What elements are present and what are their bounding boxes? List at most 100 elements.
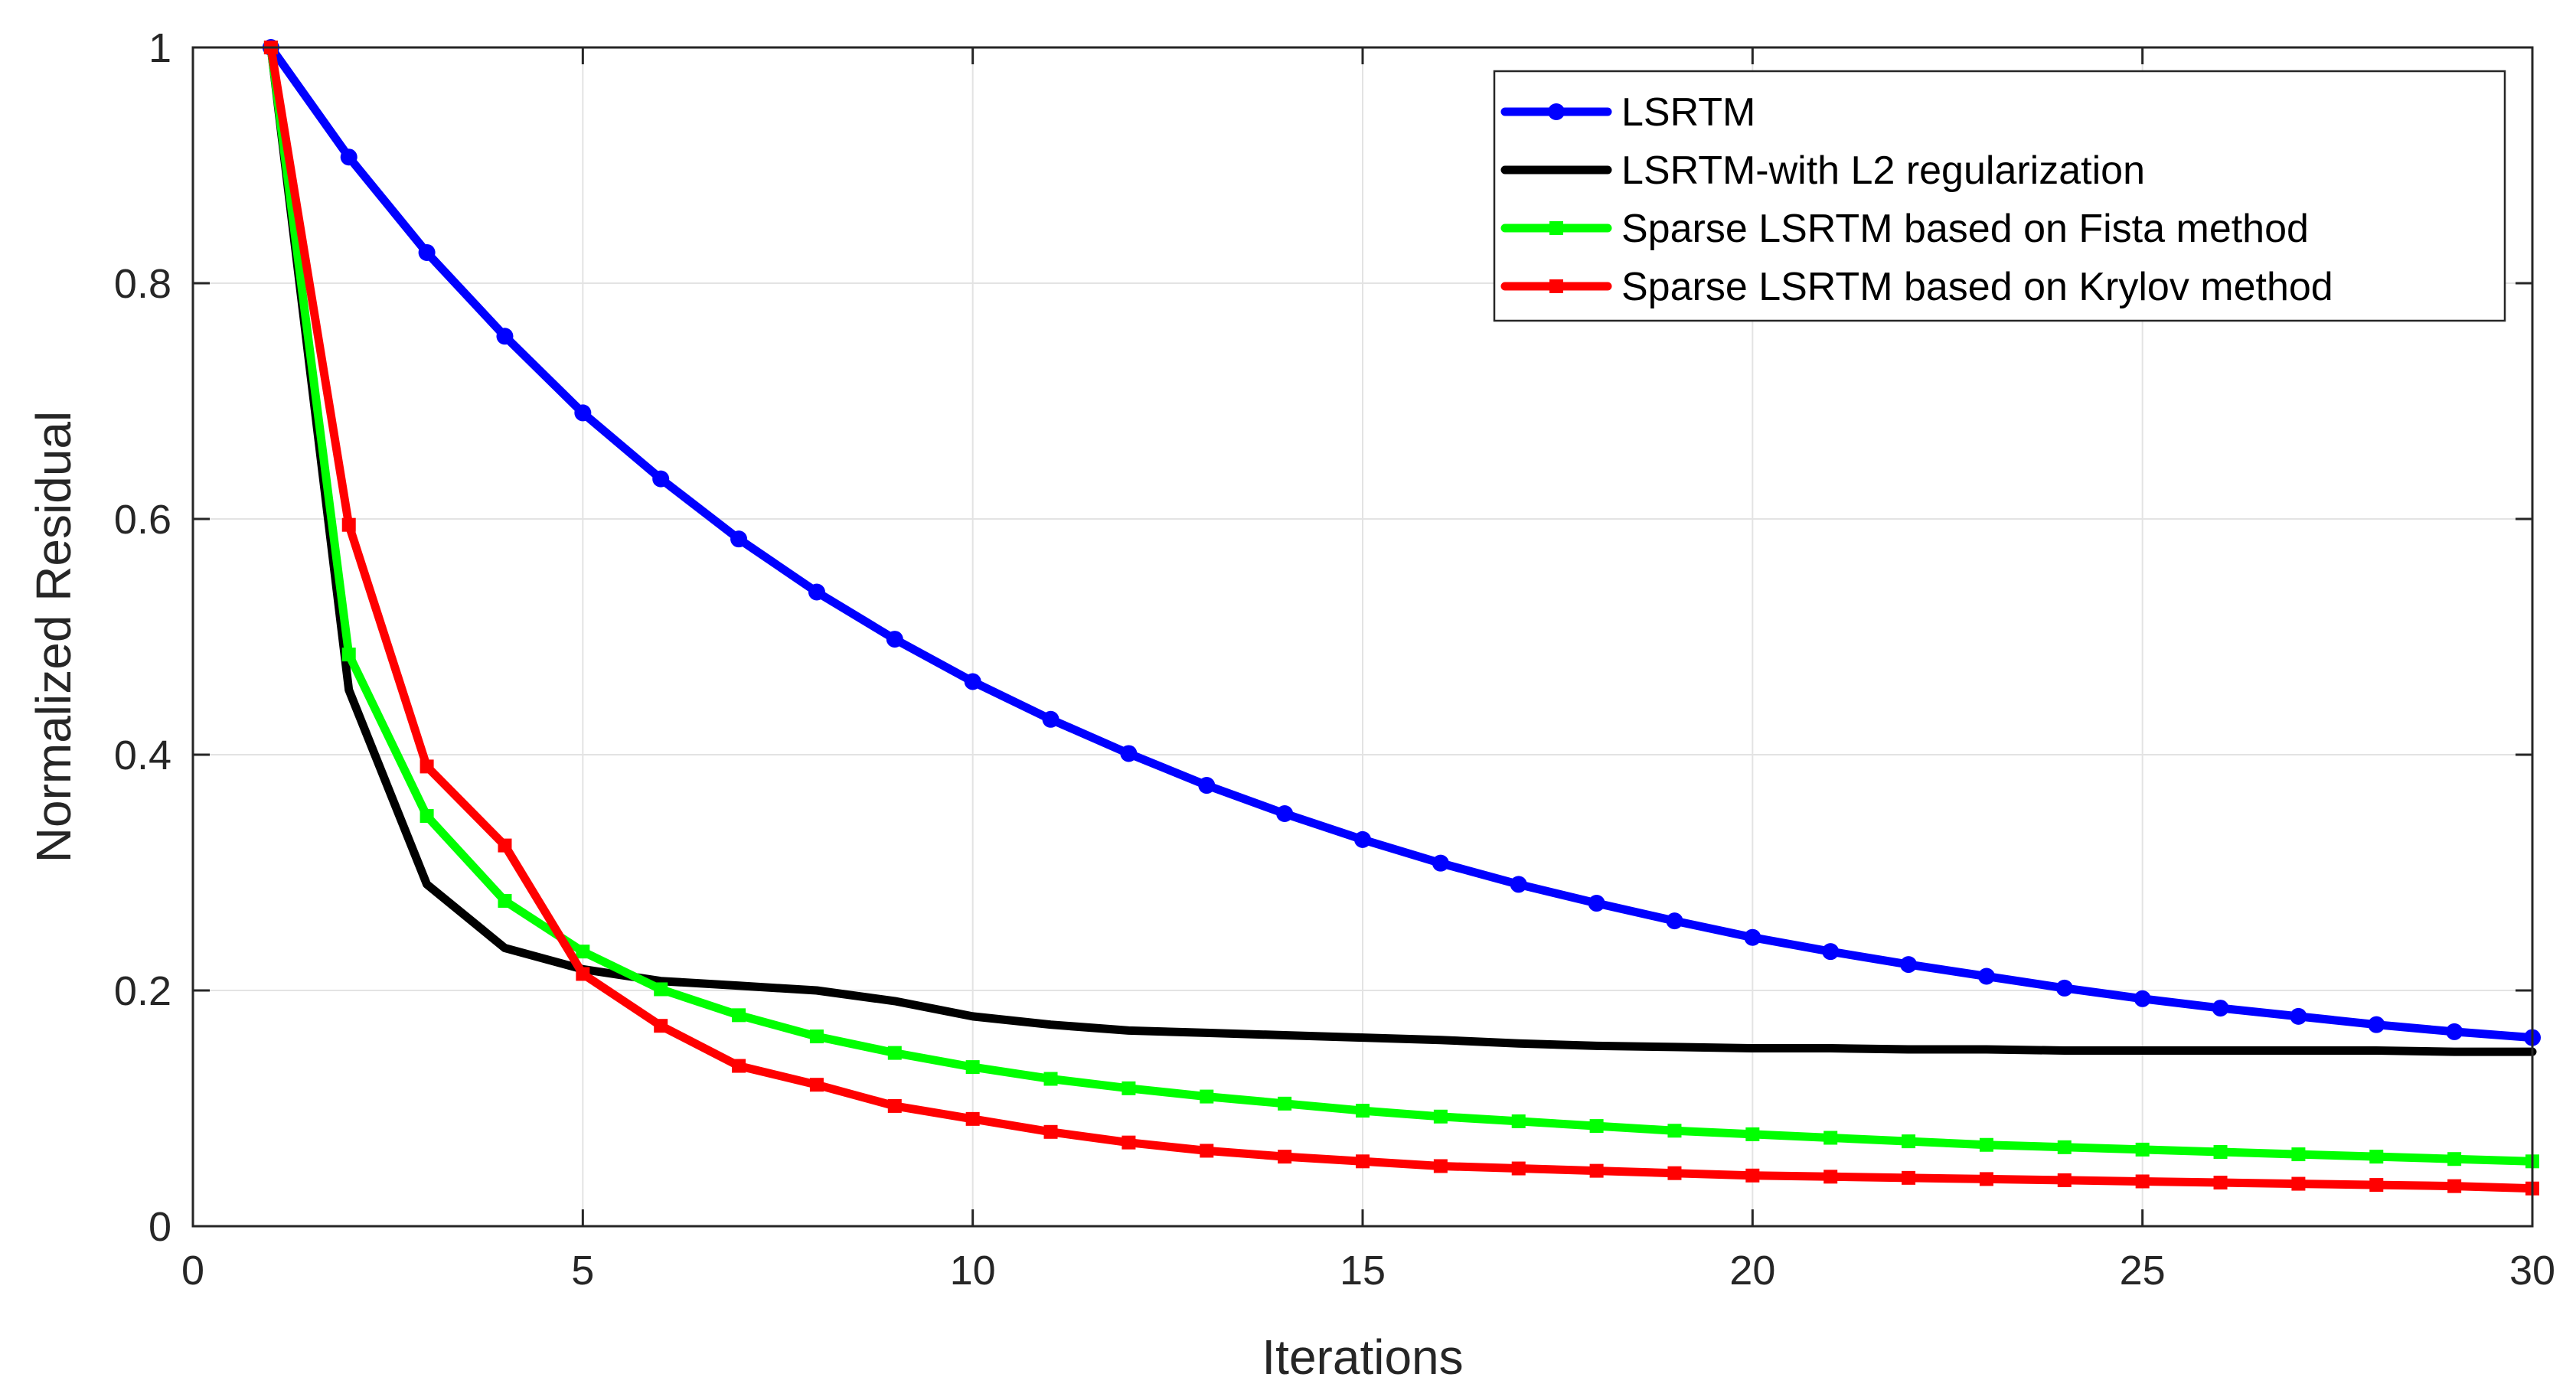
data-point	[1120, 745, 1138, 762]
data-point	[2055, 979, 2073, 997]
data-point	[2447, 1152, 2462, 1166]
data-point	[1511, 1161, 1526, 1176]
legend-marker	[1549, 279, 1563, 293]
x-tick-label: 25	[2120, 1248, 2166, 1294]
data-point	[809, 1078, 824, 1092]
data-point	[1356, 1154, 1370, 1169]
data-point	[498, 893, 512, 908]
data-point	[1356, 1104, 1370, 1118]
data-point	[1043, 1072, 1058, 1086]
y-tick-label: 0	[149, 1204, 171, 1250]
data-point	[887, 1046, 902, 1060]
data-point	[2213, 1176, 2228, 1190]
legend-label: LSRTM-with L2 regularization	[1621, 148, 2145, 193]
tick-labels: 0 5 10 15 20 25 30 0 0.2 0.4 0.6 0.8 1	[114, 25, 2555, 1294]
legend-label: Sparse LSRTM based on Krylov method	[1621, 265, 2333, 309]
data-point	[1278, 1150, 1292, 1164]
data-point	[1902, 1134, 1916, 1149]
x-tick-label: 0	[181, 1248, 204, 1294]
legend-box	[1493, 70, 2506, 322]
data-point	[965, 1111, 980, 1126]
data-point	[1745, 1127, 1760, 1141]
data-point	[1121, 1135, 1136, 1150]
series-lines	[262, 39, 2541, 1196]
data-point	[964, 673, 981, 690]
data-point	[2135, 1142, 2150, 1157]
data-point	[1900, 956, 1918, 974]
x-tick-label: 10	[950, 1248, 996, 1294]
x-tick-label: 5	[571, 1248, 594, 1294]
data-point	[498, 838, 512, 853]
data-point	[1589, 1163, 1604, 1178]
data-point	[340, 148, 358, 166]
legend-entry: Sparse LSRTM based on Fista method	[1500, 207, 2309, 251]
data-point	[2446, 1023, 2463, 1040]
data-point	[1823, 1170, 1838, 1184]
legend-entry: LSRTM	[1500, 90, 1755, 135]
data-point	[1276, 805, 1294, 822]
series-line	[266, 43, 2537, 1042]
legend-label: Sparse LSRTM based on Fista method	[1621, 207, 2309, 251]
data-point	[887, 1098, 902, 1113]
data-point	[2368, 1016, 2385, 1033]
x-tick-label: 15	[1340, 1248, 1386, 1294]
data-point	[2369, 1178, 2384, 1193]
data-point	[652, 470, 670, 488]
series-3	[263, 41, 2539, 1169]
data-point	[1121, 1081, 1136, 1095]
data-point	[2290, 1007, 2307, 1025]
data-point	[1744, 928, 1761, 946]
data-point	[1667, 1166, 1682, 1180]
data-point	[574, 404, 592, 422]
series-line	[266, 43, 2537, 1166]
x-tick-label: 30	[2509, 1248, 2555, 1294]
data-point	[809, 1029, 824, 1044]
data-point	[2447, 1179, 2462, 1193]
data-point	[1043, 1124, 1058, 1139]
series-4	[263, 41, 2539, 1196]
y-tick-label: 0.2	[114, 968, 171, 1014]
data-point	[341, 517, 356, 532]
y-tick-label: 1	[149, 25, 171, 71]
data-point	[1432, 854, 1449, 872]
data-point	[2369, 1150, 2384, 1164]
legend-label: LSRTM	[1621, 90, 1755, 135]
data-point	[1979, 1137, 1993, 1152]
data-point	[496, 328, 514, 345]
x-tick-label: 20	[1729, 1248, 1775, 1294]
data-point	[1198, 777, 1216, 795]
data-point	[886, 631, 903, 648]
data-point	[2291, 1176, 2306, 1191]
data-point	[2291, 1147, 2306, 1162]
y-tick-label: 0.6	[114, 497, 171, 543]
y-tick-label: 0.4	[114, 733, 171, 778]
legend-entry: Sparse LSRTM based on Krylov method	[1500, 265, 2333, 309]
legend: LSRTM LSRTM-with L2 regularization Sparse …	[1493, 70, 2506, 322]
data-point	[1354, 830, 1371, 848]
data-point	[1510, 876, 1527, 893]
legend-marker	[1549, 221, 1563, 235]
data-point	[654, 1019, 668, 1033]
data-point	[1823, 1131, 1838, 1145]
data-point	[1588, 895, 1605, 912]
legend-entry: LSRTM-with L2 regularization	[1500, 148, 2145, 193]
data-point	[1977, 967, 1995, 985]
data-point	[1902, 1170, 1916, 1185]
series-line	[266, 43, 2537, 1193]
data-point	[576, 945, 590, 959]
data-point	[2057, 1173, 2072, 1187]
data-point	[808, 583, 825, 601]
data-point	[732, 1008, 746, 1023]
data-point	[420, 759, 434, 774]
axis-ticks	[191, 46, 2534, 1228]
data-point	[341, 648, 356, 662]
legend-marker	[1548, 103, 1565, 120]
data-point	[1667, 1124, 1682, 1138]
legend-entries: LSRTM LSRTM-with L2 regularization Sparse …	[1500, 90, 2333, 309]
data-point	[1200, 1089, 1214, 1104]
y-axis-title: Normalized Residual	[26, 411, 81, 863]
data-point	[1745, 1168, 1760, 1183]
data-point	[1433, 1159, 1448, 1173]
data-point	[1822, 943, 1840, 961]
y-tick-label: 0.8	[114, 261, 171, 307]
